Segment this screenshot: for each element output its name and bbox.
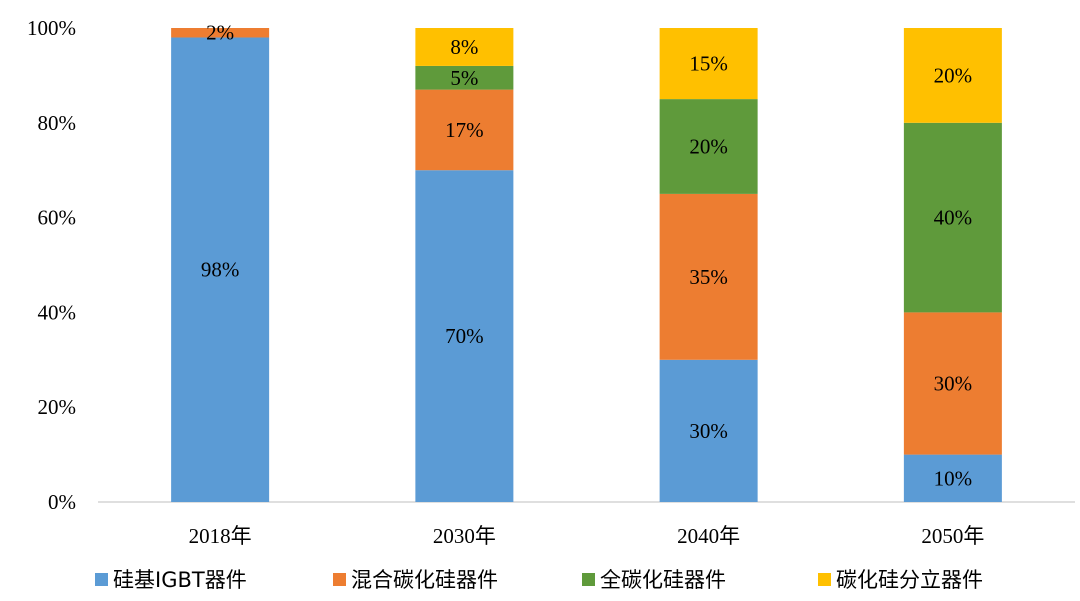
legend-label: 碳化硅分立器件 [836, 568, 983, 592]
y-tick-label: 60% [38, 206, 77, 230]
data-labels: 98% 2% 70% 17% 5% 8% 30% 35% 20% 15% 10% 30% 40% 20% [201, 21, 972, 491]
legend-label: 全碳化硅器件 [600, 568, 726, 592]
bar-stacks [171, 28, 1002, 502]
bar-segment [171, 28, 270, 38]
bar-segment [415, 28, 514, 66]
data-label: 98% [201, 258, 240, 282]
bar-segment [415, 170, 514, 502]
y-tick-label: 0% [48, 490, 76, 514]
legend-swatch [333, 573, 346, 586]
legend-swatch [582, 573, 595, 586]
y-tick-label: 100% [27, 16, 76, 40]
x-tick-label: 2040年 [677, 524, 740, 548]
data-label: 5% [450, 66, 478, 90]
data-label: 10% [934, 466, 973, 490]
y-axis-tick-labels: 0% 20% 40% 60% 80% 100% [27, 16, 76, 514]
data-label: 8% [450, 35, 478, 59]
bar-segment [171, 37, 270, 502]
bar-segment [659, 359, 758, 502]
bar-segment [659, 99, 758, 194]
data-label: 2% [206, 21, 234, 45]
x-tick-label: 2050年 [921, 524, 984, 548]
data-label: 30% [934, 372, 973, 396]
bar-segment [659, 193, 758, 360]
bar-segment [903, 312, 1002, 455]
data-label: 35% [689, 265, 728, 289]
data-label: 17% [445, 118, 484, 142]
legend: 硅基IGBT器件 混合碳化硅器件 全碳化硅器件 碳化硅分立器件 [95, 568, 983, 592]
y-tick-label: 20% [38, 395, 77, 419]
bar-segment [903, 28, 1002, 123]
data-label: 20% [934, 63, 973, 87]
x-tick-label: 2018年 [189, 524, 252, 548]
data-label: 70% [445, 324, 484, 348]
data-label: 40% [934, 206, 973, 230]
legend-swatch [818, 573, 831, 586]
y-tick-label: 80% [38, 111, 77, 135]
legend-swatch [95, 573, 108, 586]
y-tick-label: 40% [38, 300, 77, 324]
data-label: 15% [689, 52, 728, 76]
x-tick-label: 2030年 [433, 524, 496, 548]
bar-segment [415, 65, 514, 90]
bar-segment [903, 122, 1002, 313]
bar-segment [415, 89, 514, 171]
data-label: 20% [689, 135, 728, 159]
bar-segment [659, 28, 758, 100]
legend-label: 混合碳化硅器件 [351, 568, 498, 592]
x-axis-tick-labels: 2018年 2030年 2040年 2050年 [189, 524, 985, 548]
bar-segment [903, 454, 1002, 502]
legend-label: 硅基IGBT器件 [113, 568, 247, 592]
data-label: 30% [689, 419, 728, 443]
